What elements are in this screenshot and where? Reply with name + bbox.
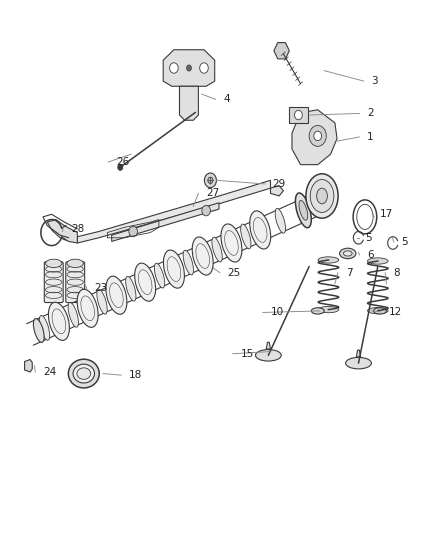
Ellipse shape bbox=[68, 359, 99, 388]
Polygon shape bbox=[25, 359, 32, 372]
Circle shape bbox=[187, 65, 191, 71]
Ellipse shape bbox=[275, 208, 286, 233]
Text: 10: 10 bbox=[271, 308, 284, 318]
Circle shape bbox=[314, 131, 321, 141]
Ellipse shape bbox=[49, 302, 69, 341]
Ellipse shape bbox=[311, 308, 324, 314]
Text: 1: 1 bbox=[367, 132, 374, 142]
Ellipse shape bbox=[367, 258, 388, 264]
Circle shape bbox=[200, 63, 208, 73]
Text: 12: 12 bbox=[389, 307, 402, 317]
Ellipse shape bbox=[310, 180, 334, 213]
Text: 28: 28 bbox=[71, 224, 84, 234]
Text: 15: 15 bbox=[240, 349, 254, 359]
Text: 29: 29 bbox=[272, 179, 286, 189]
Ellipse shape bbox=[299, 200, 308, 220]
Text: 2: 2 bbox=[367, 108, 374, 118]
Ellipse shape bbox=[77, 289, 98, 327]
Ellipse shape bbox=[317, 188, 327, 204]
Ellipse shape bbox=[68, 302, 78, 327]
Ellipse shape bbox=[318, 257, 339, 263]
Circle shape bbox=[208, 177, 213, 183]
Ellipse shape bbox=[126, 276, 136, 301]
Ellipse shape bbox=[221, 224, 242, 262]
Circle shape bbox=[202, 205, 210, 216]
Text: 24: 24 bbox=[43, 367, 56, 377]
Circle shape bbox=[129, 227, 138, 237]
FancyBboxPatch shape bbox=[44, 262, 63, 303]
Ellipse shape bbox=[192, 237, 213, 275]
Ellipse shape bbox=[135, 263, 155, 301]
Text: 18: 18 bbox=[129, 370, 142, 380]
Ellipse shape bbox=[295, 193, 311, 228]
Ellipse shape bbox=[163, 250, 184, 288]
Text: 6: 6 bbox=[367, 250, 374, 260]
Polygon shape bbox=[78, 180, 271, 243]
FancyBboxPatch shape bbox=[66, 262, 85, 303]
Text: 26: 26 bbox=[116, 157, 129, 167]
Ellipse shape bbox=[346, 358, 371, 369]
Ellipse shape bbox=[106, 276, 127, 314]
Circle shape bbox=[193, 109, 198, 116]
Text: 5: 5 bbox=[365, 233, 371, 243]
Ellipse shape bbox=[367, 308, 388, 314]
Text: 5: 5 bbox=[401, 237, 408, 247]
Polygon shape bbox=[180, 86, 198, 120]
Text: 8: 8 bbox=[393, 268, 399, 278]
Polygon shape bbox=[274, 43, 290, 59]
Polygon shape bbox=[289, 107, 308, 123]
Ellipse shape bbox=[306, 174, 338, 218]
Ellipse shape bbox=[240, 224, 251, 249]
Ellipse shape bbox=[343, 251, 352, 256]
Text: 23: 23 bbox=[95, 284, 108, 294]
Ellipse shape bbox=[250, 211, 271, 249]
Ellipse shape bbox=[46, 259, 62, 268]
Polygon shape bbox=[271, 185, 283, 196]
Circle shape bbox=[205, 173, 216, 188]
Polygon shape bbox=[47, 220, 78, 243]
Ellipse shape bbox=[73, 364, 95, 383]
Ellipse shape bbox=[67, 259, 83, 268]
Ellipse shape bbox=[318, 306, 339, 313]
Circle shape bbox=[118, 164, 123, 171]
Ellipse shape bbox=[39, 316, 49, 340]
Ellipse shape bbox=[255, 350, 281, 361]
Ellipse shape bbox=[339, 248, 356, 259]
Ellipse shape bbox=[154, 263, 165, 288]
Polygon shape bbox=[266, 342, 271, 349]
Circle shape bbox=[170, 63, 178, 73]
Text: 3: 3 bbox=[371, 76, 378, 86]
Ellipse shape bbox=[212, 237, 222, 262]
Text: 25: 25 bbox=[228, 268, 241, 278]
Polygon shape bbox=[112, 203, 219, 241]
Text: 4: 4 bbox=[223, 94, 230, 104]
Ellipse shape bbox=[374, 308, 386, 314]
Ellipse shape bbox=[97, 289, 107, 314]
Circle shape bbox=[309, 125, 326, 147]
Ellipse shape bbox=[183, 250, 194, 275]
Text: 7: 7 bbox=[346, 268, 352, 278]
Polygon shape bbox=[292, 110, 337, 165]
Text: 17: 17 bbox=[380, 209, 393, 219]
Ellipse shape bbox=[33, 319, 44, 342]
Polygon shape bbox=[163, 50, 215, 86]
Circle shape bbox=[294, 110, 302, 120]
Text: 27: 27 bbox=[206, 188, 219, 198]
Polygon shape bbox=[357, 350, 360, 357]
Ellipse shape bbox=[77, 368, 91, 379]
